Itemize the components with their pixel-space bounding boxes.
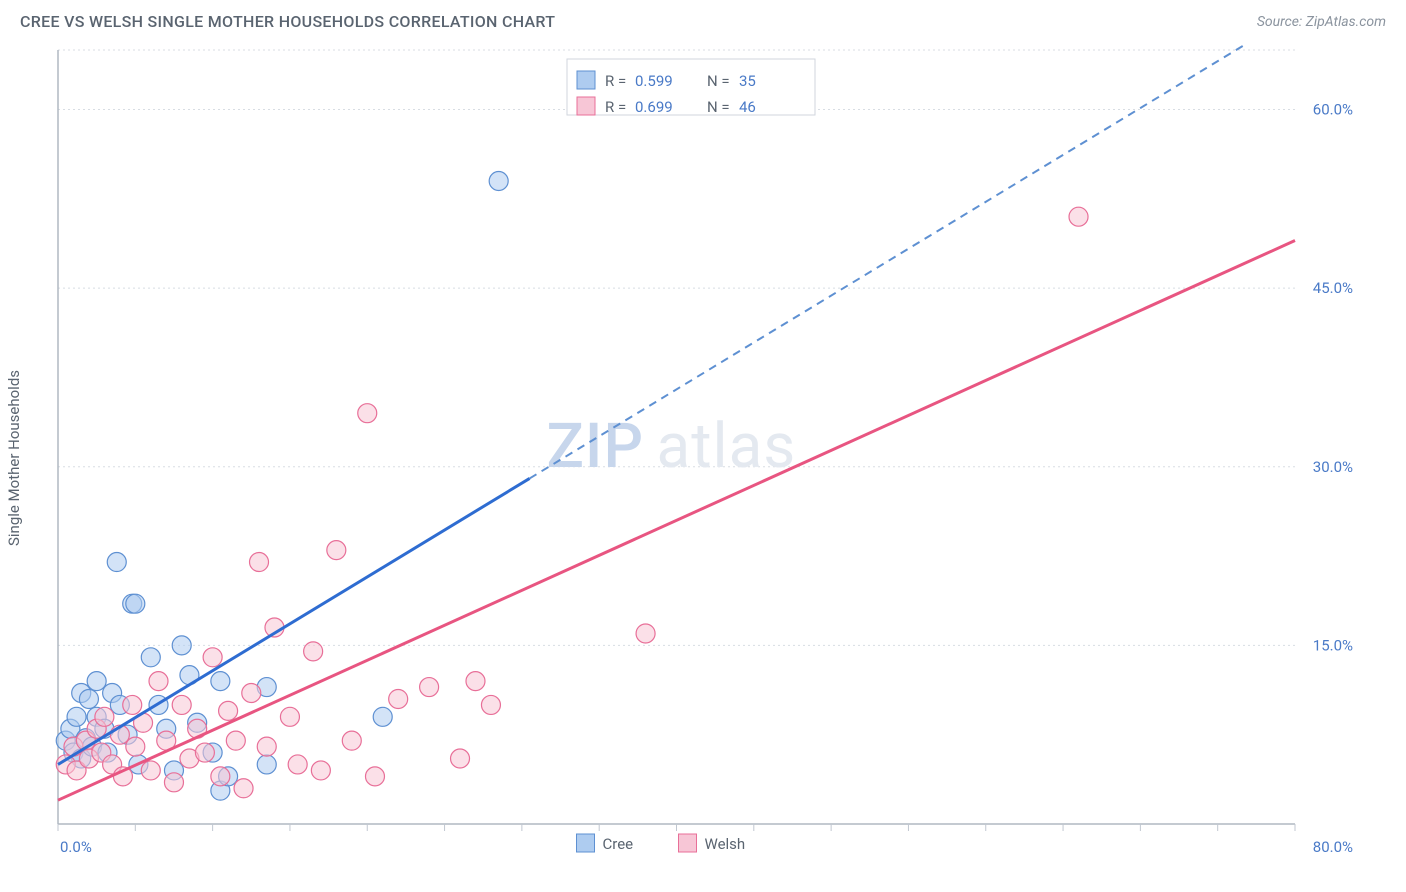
- data-point: [95, 707, 114, 726]
- y-tick-label: 30.0%: [1313, 458, 1353, 476]
- y-tick-label: 60.0%: [1313, 101, 1353, 119]
- y-tick-label: 45.0%: [1313, 279, 1353, 297]
- data-point: [107, 553, 126, 572]
- data-point: [79, 689, 98, 708]
- data-point: [141, 761, 160, 780]
- data-point: [149, 672, 168, 691]
- data-point: [195, 743, 214, 762]
- data-point: [211, 672, 230, 691]
- data-point: [164, 773, 183, 792]
- x-tick-label-left: 0.0%: [60, 838, 92, 856]
- chart-source: Source: ZipAtlas.com: [1257, 14, 1386, 30]
- x-tick-label-right: 80.0%: [1313, 838, 1353, 856]
- legend-r-value: 0.599: [635, 72, 673, 90]
- data-point: [257, 737, 276, 756]
- legend-n-value: 35: [739, 72, 756, 90]
- data-point: [420, 678, 439, 697]
- legend-swatch: [577, 834, 595, 852]
- data-point: [327, 541, 346, 560]
- watermark: atlas: [657, 410, 797, 483]
- y-axis-label: Single Mother Households: [5, 370, 23, 546]
- legend-n-label: N =: [707, 98, 730, 116]
- data-point: [373, 707, 392, 726]
- legend-r-label: R =: [605, 72, 626, 90]
- legend-n-value: 46: [739, 98, 756, 116]
- data-point: [126, 594, 145, 613]
- watermark: ZIP: [547, 410, 645, 483]
- legend-n-label: N =: [707, 72, 730, 90]
- data-point: [1069, 207, 1088, 226]
- data-point: [304, 642, 323, 661]
- data-point: [481, 695, 500, 714]
- data-point: [311, 761, 330, 780]
- data-point: [489, 171, 508, 190]
- data-point: [451, 749, 470, 768]
- legend-series-label: Cree: [603, 835, 634, 853]
- legend-r-value: 0.699: [635, 98, 673, 116]
- regression-line: [58, 241, 1295, 801]
- data-point: [67, 707, 86, 726]
- legend-series-label: Welsh: [705, 835, 746, 853]
- y-tick-label: 15.0%: [1313, 636, 1353, 654]
- data-point: [257, 755, 276, 774]
- legend-swatch: [577, 97, 595, 115]
- data-point: [219, 701, 238, 720]
- data-point: [141, 648, 160, 667]
- data-point: [636, 624, 655, 643]
- legend-r-label: R =: [605, 98, 626, 116]
- data-point: [172, 636, 191, 655]
- data-point: [389, 689, 408, 708]
- data-point: [288, 755, 307, 774]
- data-point: [203, 648, 222, 667]
- data-point: [365, 767, 384, 786]
- legend-swatch: [577, 71, 595, 89]
- data-point: [211, 767, 230, 786]
- chart-title: CREE VS WELSH SINGLE MOTHER HOUSEHOLDS C…: [20, 12, 555, 31]
- data-point: [87, 672, 106, 691]
- chart-container: Single Mother Households 15.0%30.0%45.0%…: [20, 44, 1386, 872]
- data-point: [280, 707, 299, 726]
- legend-swatch: [679, 834, 697, 852]
- data-point: [126, 737, 145, 756]
- data-point: [466, 672, 485, 691]
- data-point: [234, 779, 253, 798]
- data-point: [342, 731, 361, 750]
- data-point: [358, 404, 377, 423]
- data-point: [172, 695, 191, 714]
- scatter-chart: 15.0% 30.0% 45.0% 60.0% 0.0% 80.0% ZIPatlas R =…: [20, 44, 1360, 864]
- data-point: [226, 731, 245, 750]
- data-point: [250, 553, 269, 572]
- data-point: [123, 695, 142, 714]
- data-point: [242, 684, 261, 703]
